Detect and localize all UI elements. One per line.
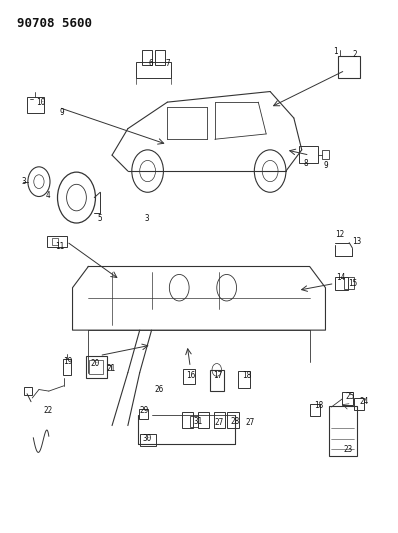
- Bar: [338, 56, 360, 78]
- Bar: [89, 360, 103, 374]
- Bar: [27, 97, 44, 113]
- Text: 19: 19: [63, 358, 72, 367]
- Text: 7: 7: [165, 60, 170, 68]
- Bar: [227, 413, 238, 428]
- Bar: [342, 392, 353, 406]
- Bar: [86, 356, 107, 378]
- Bar: [354, 398, 364, 410]
- Text: 17: 17: [213, 370, 222, 379]
- Text: 18: 18: [314, 401, 323, 410]
- Text: 22: 22: [43, 406, 53, 415]
- Text: 31: 31: [193, 417, 203, 426]
- Bar: [142, 50, 152, 65]
- Text: 9: 9: [59, 108, 64, 117]
- Text: 6: 6: [148, 60, 153, 68]
- Bar: [24, 387, 32, 395]
- Text: 18: 18: [242, 370, 251, 379]
- Bar: [322, 150, 329, 159]
- Bar: [139, 409, 148, 419]
- Text: 90708 5600: 90708 5600: [17, 17, 92, 30]
- Text: 3: 3: [144, 214, 149, 223]
- Text: 1: 1: [333, 47, 338, 56]
- Text: 4: 4: [46, 191, 50, 200]
- Text: 24: 24: [359, 397, 369, 406]
- Text: 23: 23: [344, 445, 353, 454]
- Text: 16: 16: [186, 370, 195, 379]
- Bar: [155, 50, 165, 65]
- Bar: [52, 238, 58, 245]
- Text: 26: 26: [154, 385, 163, 394]
- Text: 14: 14: [336, 272, 345, 281]
- Bar: [335, 277, 348, 290]
- Text: 15: 15: [349, 279, 358, 288]
- Bar: [136, 62, 171, 78]
- Bar: [198, 413, 209, 428]
- Text: 10: 10: [36, 98, 45, 107]
- Bar: [62, 359, 71, 375]
- Text: 13: 13: [352, 237, 361, 246]
- Text: 21: 21: [107, 364, 116, 373]
- Text: 29: 29: [140, 406, 149, 415]
- Bar: [140, 434, 156, 446]
- Bar: [182, 413, 193, 428]
- Bar: [299, 146, 318, 163]
- Bar: [210, 370, 224, 391]
- Bar: [238, 372, 250, 389]
- Text: 11: 11: [55, 242, 64, 251]
- Bar: [214, 413, 225, 428]
- Bar: [183, 369, 195, 384]
- Text: 9: 9: [323, 161, 328, 170]
- Text: 27: 27: [245, 418, 254, 427]
- Text: 20: 20: [91, 359, 100, 367]
- Bar: [47, 236, 67, 247]
- Text: 27: 27: [215, 418, 224, 427]
- Text: 12: 12: [335, 230, 344, 239]
- Text: 28: 28: [231, 417, 240, 426]
- Bar: [329, 406, 357, 456]
- Text: 3: 3: [22, 177, 27, 186]
- Bar: [190, 416, 198, 426]
- Text: 2: 2: [353, 50, 357, 59]
- Text: 25: 25: [345, 392, 355, 401]
- Text: 8: 8: [303, 159, 308, 167]
- Bar: [310, 405, 320, 416]
- Text: 5: 5: [97, 214, 102, 223]
- Text: 30: 30: [142, 434, 152, 443]
- Bar: [344, 277, 354, 289]
